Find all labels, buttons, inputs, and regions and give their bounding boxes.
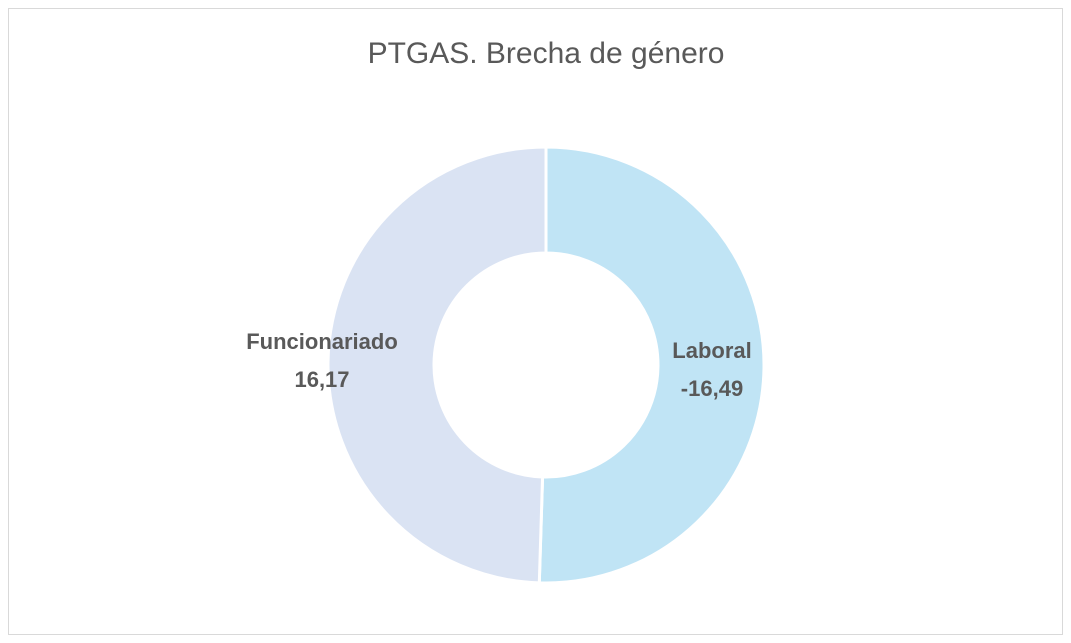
value-label: -16,49 (681, 376, 743, 401)
slice-label: Laboral (672, 338, 751, 363)
slice (537, 145, 766, 585)
chart-title: PTGAS. Brecha de género (368, 37, 725, 70)
slice-label: Funcionariado (246, 329, 398, 354)
slice (326, 145, 548, 585)
value-label: 16,17 (294, 367, 349, 392)
